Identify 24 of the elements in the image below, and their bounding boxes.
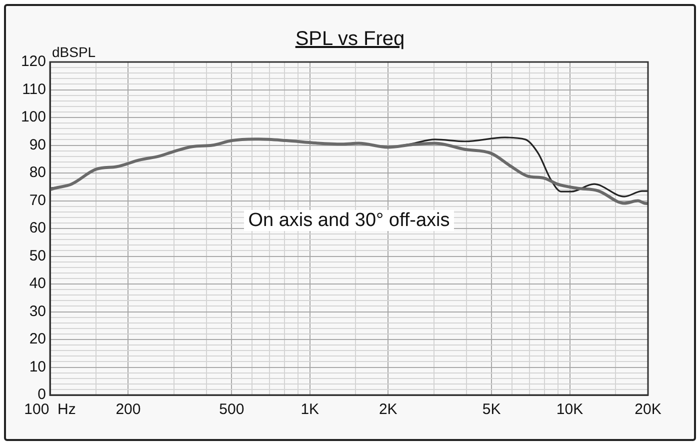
x-tick-label: 2K <box>378 401 398 418</box>
y-tick-label: 50 <box>29 247 46 264</box>
y-tick-label: 40 <box>29 275 46 292</box>
y-tick-label: 90 <box>29 136 46 154</box>
x-tick-label: 10K <box>556 401 584 418</box>
x-tick-label: 100 Hz <box>24 401 76 418</box>
y-tick-label: 80 <box>29 164 46 182</box>
y-tick-label: 20 <box>29 330 46 348</box>
chart-title: SPL vs Freq <box>295 28 405 50</box>
y-tick-label: 110 <box>22 80 46 98</box>
y-tick-label: 100 <box>20 108 46 126</box>
y-tick-label: 10 <box>29 358 46 376</box>
y-axis-title: dBSPL <box>52 44 96 60</box>
x-tick-label: 1K <box>300 401 320 418</box>
y-tick-label: 30 <box>29 302 46 320</box>
x-tick-label: 200 <box>116 401 141 418</box>
x-tick-label: 500 <box>219 401 244 418</box>
y-tick-label: 0 <box>38 386 46 404</box>
annotation: On axis and 30° off-axis <box>244 210 454 231</box>
y-tick-label: 70 <box>29 192 46 209</box>
y-tick-label: 60 <box>29 220 46 237</box>
y-tick-label: 120 <box>20 53 46 70</box>
x-tick-label: 20K <box>634 401 662 418</box>
x-tick-label: 5K <box>482 401 501 418</box>
